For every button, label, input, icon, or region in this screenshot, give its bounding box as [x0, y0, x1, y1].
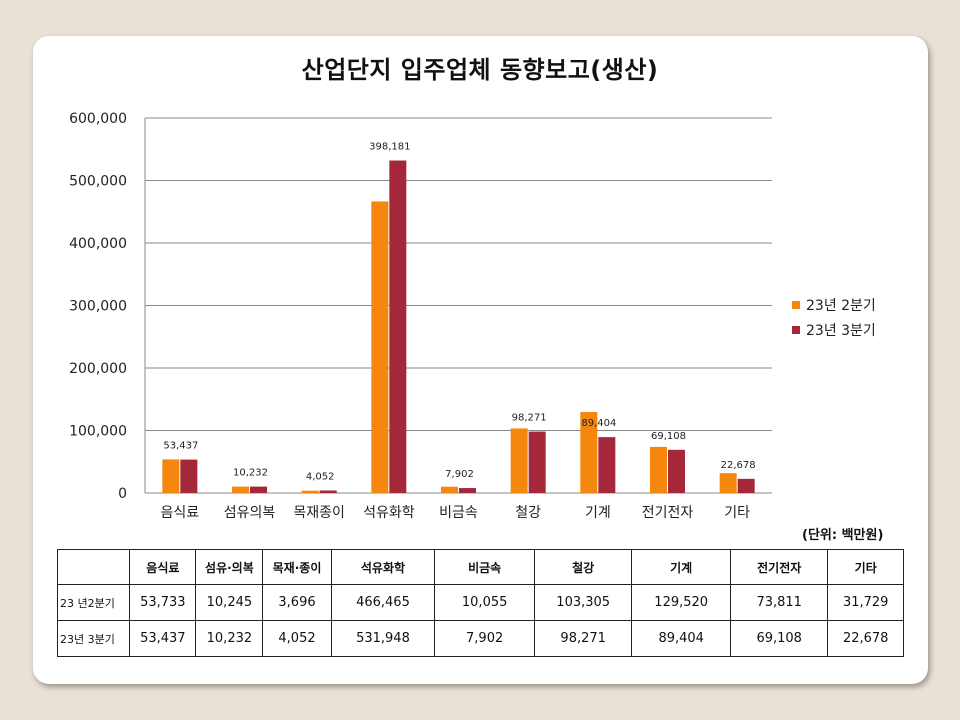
data-label: 398,181 [369, 142, 410, 153]
table-header-cell: 전기전자 [729, 549, 829, 585]
table-header-cell: 기계 [631, 549, 731, 585]
x-tick-label: 음식료 [161, 505, 200, 521]
table-cell: 129,520 [631, 584, 731, 621]
chart-title: 산업단지 입주업체 동향보고(생산) [301, 56, 659, 84]
bar-q3 [528, 431, 546, 493]
bar-q2 [371, 201, 389, 493]
x-tick-label: 석유화학 [363, 505, 415, 521]
x-tick-label: 철강 [515, 505, 541, 521]
table-cell: 89,404 [631, 620, 731, 657]
table-cell: 69,108 [729, 620, 829, 657]
data-label: 53,437 [163, 441, 198, 452]
legend-swatch-q3 [792, 325, 800, 334]
y-tick-label: 100,000 [69, 424, 127, 440]
data-label: 69,108 [651, 431, 686, 442]
y-tick-label: 400,000 [69, 236, 127, 252]
bar-q3 [598, 437, 616, 493]
legend-label-q3: 23년 3분기 [806, 322, 876, 339]
table-row-label: 23 년2분기 [56, 584, 131, 621]
table-row-label: 23년 3분기 [56, 620, 131, 657]
table-cell: 31,729 [827, 584, 904, 621]
table-cell: 103,305 [533, 584, 633, 621]
legend-item-q2: 23년 2분기 [792, 292, 876, 317]
legend-item-q3: 23년 3분기 [792, 317, 876, 342]
table-header-cell: 기타 [827, 549, 904, 585]
table-cell: 4,052 [262, 620, 332, 657]
table-cell: 10,055 [434, 584, 535, 621]
x-tick-label: 전기전자 [642, 505, 694, 521]
table-header-cell: 음식료 [129, 549, 197, 585]
chart-legend: 23년 2분기 23년 3분기 [792, 292, 876, 342]
table-cell: 98,271 [533, 620, 633, 657]
data-table: 음식료 섬유·의복 목재·종이 석유화학 비금속 철강 기계 전기전자 기타 2… [56, 549, 904, 657]
data-label: 98,271 [512, 413, 547, 424]
data-label: 4,052 [306, 471, 335, 482]
table-cell: 53,733 [129, 584, 197, 621]
table-row: 23 년2분기 53,733 10,245 3,696 466,465 10,0… [56, 584, 904, 621]
bar-q3 [319, 490, 337, 493]
bar-q2 [232, 486, 249, 493]
table-cell: 531,948 [330, 620, 436, 657]
x-tick-label: 비금속 [439, 505, 478, 521]
y-tick-label: 500,000 [69, 174, 127, 190]
table-header-cell [56, 549, 131, 585]
bar-q2 [510, 428, 528, 493]
unit-note: (단위: 백만원) [802, 528, 884, 543]
bar-q2 [650, 446, 667, 493]
table-header-cell: 석유화학 [330, 549, 436, 585]
table-header-cell: 철강 [533, 549, 633, 585]
table-cell: 10,232 [195, 620, 264, 657]
data-label: 7,902 [445, 469, 474, 480]
table-cell: 22,678 [827, 620, 904, 657]
table-cell: 53,437 [129, 620, 197, 657]
table-cell: 3,696 [262, 584, 332, 621]
x-tick-label: 기타 [724, 505, 750, 521]
y-tick-label: 600,000 [69, 111, 127, 127]
table-header-row: 음식료 섬유·의복 목재·종이 석유화학 비금속 철강 기계 전기전자 기타 [56, 549, 904, 585]
data-label: 89,404 [581, 418, 616, 429]
x-tick-label: 섬유의복 [224, 505, 276, 521]
x-tick-label: 목재종이 [293, 505, 345, 521]
table-cell: 73,811 [729, 584, 829, 621]
x-tick-label: 기계 [585, 505, 611, 521]
bar-q3 [668, 449, 685, 493]
table-row: 23년 3분기 53,437 10,232 4,052 531,948 7,90… [56, 620, 904, 657]
bar-q2 [719, 473, 737, 493]
bar-q2 [301, 490, 319, 493]
data-label: 22,678 [721, 460, 756, 471]
y-tick-label: 200,000 [69, 361, 127, 377]
y-tick-label: 300,000 [69, 299, 127, 315]
bar-q2 [162, 459, 180, 493]
table-header-cell: 비금속 [434, 549, 535, 585]
legend-swatch-q2 [792, 300, 800, 309]
bar-q3 [737, 478, 755, 493]
y-tick-label: 0 [118, 486, 127, 502]
table-cell: 7,902 [434, 620, 535, 657]
bar-q2 [580, 412, 598, 493]
table-header-cell: 목재·종이 [262, 549, 332, 585]
table-cell: 466,465 [330, 584, 436, 621]
bar-q3 [389, 160, 407, 493]
bar-q3 [459, 488, 476, 493]
bar-q3 [180, 459, 198, 493]
legend-label-q2: 23년 2분기 [806, 297, 876, 314]
table-cell: 10,245 [195, 584, 264, 621]
bar-q2 [441, 486, 458, 493]
table-header-cell: 섬유·의복 [195, 549, 264, 585]
data-label: 10,232 [233, 468, 268, 479]
bar-q3 [250, 486, 267, 493]
